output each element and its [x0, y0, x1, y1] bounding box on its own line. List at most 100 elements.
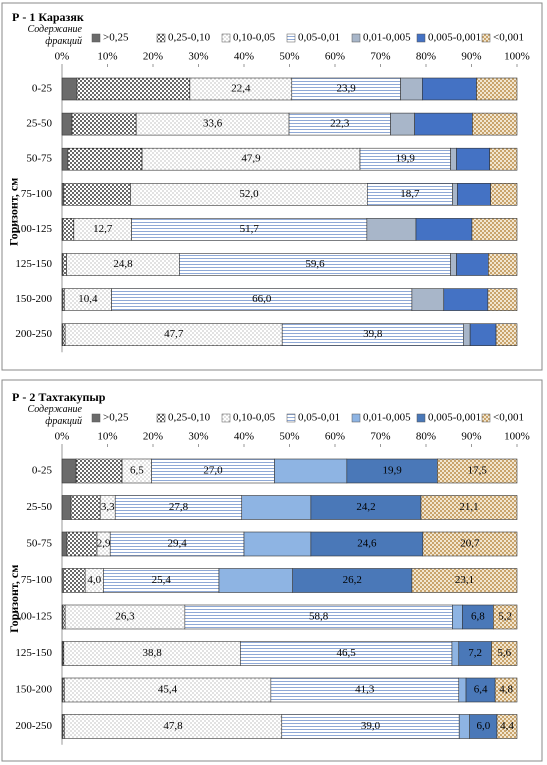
bar-segment: [63, 641, 241, 666]
bar-segment: [493, 604, 518, 630]
value-label: 21,1: [459, 501, 478, 513]
value-label: 20,7: [460, 538, 480, 550]
bar-segment: [452, 183, 458, 206]
x-tick-label: 90%: [461, 51, 481, 63]
value-label: 66,0: [252, 293, 272, 305]
bar-segment: [411, 288, 445, 311]
y-tick-label: 0-25: [32, 83, 53, 95]
value-label: 5,2: [498, 611, 512, 623]
legend-swatch: [91, 33, 101, 43]
bar-segment: [62, 323, 66, 347]
bar-segment: [420, 495, 518, 520]
y-tick-label: 50-75: [26, 153, 52, 165]
legend-title-box: Содержание фракций: [27, 24, 82, 47]
bar-segment: [491, 641, 518, 666]
value-label: 18,7: [400, 188, 420, 200]
value-label: 7,2: [468, 647, 482, 659]
x-tick-label: 90%: [461, 431, 481, 443]
legend-label: 0,005-0,001: [428, 32, 481, 44]
bar-segment: [414, 112, 473, 136]
bar-segment: [270, 677, 460, 703]
legend-swatch: [156, 413, 166, 423]
value-label: 24,2: [356, 501, 375, 513]
x-tick-label: 100%: [504, 51, 530, 63]
legend-label: 0,01-0,005: [363, 412, 411, 424]
bar-segment: [488, 253, 518, 276]
legend-swatch: [91, 413, 101, 423]
y-tick-label: 0-25: [32, 465, 53, 477]
x-tick-label: 30%: [188, 431, 208, 443]
legend-swatch: [351, 33, 361, 43]
bar-segment: [61, 77, 78, 101]
x-tick-label: 80%: [416, 51, 436, 63]
legend-swatch: [286, 33, 296, 43]
y-axis-title: Горизонт, см: [7, 178, 21, 246]
legend-swatch: [416, 33, 426, 43]
value-label: 41,3: [355, 684, 375, 696]
bar-segment: [458, 641, 492, 666]
legend-swatch: [286, 413, 296, 423]
bar-segment: [61, 147, 69, 171]
chart-title: Р - 1 Каразяк: [12, 10, 84, 24]
value-label: 29,4: [167, 538, 187, 550]
bar-segment: [443, 288, 489, 311]
bar-segment: [462, 604, 494, 630]
bar-segment: [422, 77, 477, 101]
value-label: 22,3: [330, 118, 350, 130]
bar-segment: [469, 323, 497, 347]
value-label: 39,8: [363, 328, 383, 340]
bar-segment: [66, 531, 98, 557]
x-tick-label: 10%: [97, 431, 117, 443]
legend-label: 0,05-0,01: [298, 412, 340, 424]
bar-segment: [472, 112, 518, 136]
value-label: 3,3: [101, 501, 115, 513]
value-label: 19,9: [382, 465, 402, 477]
legend-title: Содержание фракций: [27, 24, 82, 47]
bar-segment: [463, 323, 471, 347]
legend-swatch: [156, 33, 166, 43]
bar-segment: [62, 604, 66, 630]
legend-label: <0,001: [493, 32, 524, 44]
value-label: 23,1: [455, 574, 474, 586]
bar-segment: [456, 147, 490, 171]
bar-segment: [121, 458, 152, 484]
value-label: 25,4: [152, 574, 172, 586]
bar-segment: [346, 458, 438, 484]
legend-label: >0,25: [103, 32, 129, 44]
bar-segment: [62, 218, 75, 241]
y-tick-label: 200-250: [15, 328, 52, 340]
bar-segment: [76, 77, 191, 101]
value-label: 51,7: [240, 223, 260, 235]
value-label: 58,8: [309, 611, 329, 623]
bar-segment: [411, 568, 518, 593]
legend-label: 0,10-0,05: [233, 412, 276, 424]
y-tick-label: 100-125: [15, 611, 52, 623]
value-label: 6,5: [130, 465, 144, 477]
bar-segment: [450, 253, 457, 276]
x-tick-label: 10%: [97, 51, 117, 63]
bar-segment: [62, 253, 67, 276]
bar-segment: [292, 568, 413, 593]
bar-segment: [489, 147, 518, 171]
bar-segment: [63, 568, 86, 593]
value-label: 59,6: [305, 258, 325, 270]
x-tick-label: 70%: [370, 431, 390, 443]
value-label: 12,7: [93, 223, 113, 235]
value-label: 22,4: [231, 83, 251, 95]
bar-segment: [487, 288, 518, 311]
y-axis-title: Горизонт, см: [7, 565, 21, 633]
bar-segment: [457, 183, 491, 206]
value-label: 45,4: [158, 684, 178, 696]
chart-title: Р - 2 Тахтакупыр: [12, 390, 106, 404]
bar-segment: [109, 531, 245, 557]
bar-segment: [151, 458, 275, 484]
x-tick-label: 20%: [143, 431, 163, 443]
value-label: 10,4: [78, 293, 98, 305]
legend-label: 0,05-0,01: [298, 32, 340, 44]
y-tick-label: 150-200: [15, 684, 52, 696]
y-tick-label: 125-150: [15, 647, 52, 659]
y-tick-label: 150-200: [15, 293, 52, 305]
bar-segment: [456, 253, 489, 276]
value-label: 4,0: [87, 574, 101, 586]
